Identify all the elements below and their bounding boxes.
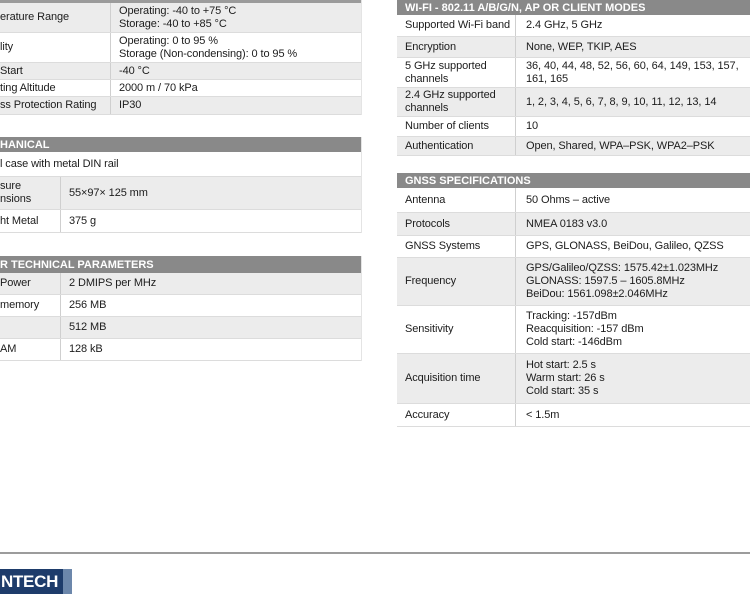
spec-value: -40 °C: [110, 63, 361, 79]
spec-row: Power 2 DMIPS per MHz: [0, 273, 361, 295]
spec-label: Power: [0, 277, 31, 289]
spec-row: Frequency GPS/Galileo/QZSS: 1575.42±1.02…: [397, 258, 750, 306]
spec-row: Sensitivity Tracking: -157dBm Reacquisit…: [397, 306, 750, 354]
spec-label: [0, 317, 60, 338]
spec-row: Start -40 °C: [0, 63, 361, 80]
cropped-header-strip: [0, 0, 361, 3]
spec-value: < 1.5m: [515, 404, 750, 426]
spec-label: 5 GHz supported channels: [405, 59, 487, 85]
spec-label: Number of clients: [405, 120, 489, 132]
spec-value: 36, 40, 44, 48, 52, 56, 60, 64, 149, 153…: [515, 58, 750, 87]
spec-value: Open, Shared, WPA–PSK, WPA2–PSK: [515, 137, 750, 155]
mechanical-spec-table: HANICAL l case with metal DIN rail sure …: [0, 137, 362, 233]
spec-row: Encryption None, WEP, TKIP, AES: [397, 37, 750, 58]
spec-row: ht Metal 375 g: [0, 210, 361, 233]
spec-value: 2000 m / 70 kPa: [110, 80, 361, 96]
section-header: HANICAL: [0, 137, 361, 152]
spec-label: ht Metal: [0, 214, 39, 227]
spec-row: AM 128 kB: [0, 339, 361, 361]
spec-row: ting Altitude 2000 m / 70 kPa: [0, 80, 361, 97]
spec-label: Antenna: [405, 193, 446, 206]
spec-value: 50 Ohms – active: [515, 188, 750, 212]
spec-label: Supported Wi-Fi band: [405, 19, 510, 31]
spec-value: Tracking: -157dBm Reacquisition: -157 dB…: [515, 306, 750, 353]
spec-row: 5 GHz supported channels 36, 40, 44, 48,…: [397, 58, 750, 88]
spec-row: memory 256 MB: [0, 295, 361, 317]
spec-label: 2.4 GHz supported channels: [405, 89, 496, 114]
spec-value: 10: [515, 117, 750, 136]
spec-value: l case with metal DIN rail: [0, 157, 119, 170]
environment-spec-table: erature Range Operating: -40 to +75 °C S…: [0, 0, 362, 115]
wifi-spec-table: WI-FI - 802.11 A/B/G/N, AP OR CLIENT MOD…: [397, 0, 750, 156]
spec-value: 256 MB: [60, 295, 361, 316]
spec-value: 375 g: [60, 210, 361, 232]
spec-value: Operating: 0 to 95 % Storage (Non-conden…: [110, 33, 361, 62]
spec-row: 2.4 GHz supported channels 1, 2, 3, 4, 5…: [397, 88, 750, 117]
spec-row: Number of clients 10: [397, 117, 750, 137]
section-header: WI-FI - 802.11 A/B/G/N, AP OR CLIENT MOD…: [397, 0, 750, 15]
spec-label: memory: [0, 299, 40, 311]
spec-value: Hot start: 2.5 s Warm start: 26 s Cold s…: [515, 354, 750, 403]
spec-row: Acquisition time Hot start: 2.5 s Warm s…: [397, 354, 750, 404]
spec-value: 1, 2, 3, 4, 5, 6, 7, 8, 9, 10, 11, 12, 1…: [515, 88, 750, 116]
spec-row: GNSS Systems GPS, GLONASS, BeiDou, Galil…: [397, 236, 750, 258]
spec-value: 55×97× 125 mm: [60, 177, 361, 209]
gnss-spec-table: GNSS SPECIFICATIONS Antenna 50 Ohms – ac…: [397, 173, 750, 427]
spec-value: None, WEP, TKIP, AES: [515, 37, 750, 57]
spec-row: Supported Wi-Fi band 2.4 GHz, 5 GHz: [397, 15, 750, 37]
spec-label: Accuracy: [405, 408, 450, 421]
spec-row: Authentication Open, Shared, WPA–PSK, WP…: [397, 137, 750, 156]
spec-row: Accuracy < 1.5m: [397, 404, 750, 427]
spec-label: ting Altitude: [0, 81, 56, 94]
spec-value: Operating: -40 to +75 °C Storage: -40 to…: [110, 3, 361, 32]
section-header: R TECHNICAL PARAMETERS: [0, 256, 361, 273]
logo-accent-stripe: [63, 569, 72, 594]
spec-row: 512 MB: [0, 317, 361, 339]
spec-row: l case with metal DIN rail: [0, 152, 361, 177]
spec-row: Antenna 50 Ohms – active: [397, 188, 750, 213]
brand-logo-text: NTECH: [1, 571, 59, 591]
spec-label: Authentication: [405, 139, 474, 152]
spec-label: GNSS Systems: [405, 240, 481, 252]
spec-label: Sensitivity: [405, 323, 454, 335]
spec-value: GPS/Galileo/QZSS: 1575.42±1.023MHz GLONA…: [515, 258, 750, 305]
spec-value: 2.4 GHz, 5 GHz: [515, 15, 750, 36]
spec-value: GPS, GLONASS, BeiDou, Galileo, QZSS: [515, 236, 750, 257]
spec-label: ss Protection Rating: [0, 99, 97, 111]
spec-value: 512 MB: [60, 317, 361, 338]
spec-value: NMEA 0183 v3.0: [515, 213, 750, 235]
spec-label: Protocols: [405, 217, 450, 230]
advantech-logo: NTECH: [0, 569, 72, 594]
spec-row: lity Operating: 0 to 95 % Storage (Non-c…: [0, 33, 361, 63]
spec-label: erature Range: [0, 11, 70, 23]
spec-value: IP30: [110, 97, 361, 114]
spec-label: Frequency: [405, 275, 457, 287]
spec-row: Protocols NMEA 0183 v3.0: [397, 213, 750, 236]
spec-label: AM: [0, 343, 17, 355]
spec-value: 2 DMIPS per MHz: [60, 273, 361, 294]
spec-label: Start: [0, 64, 23, 77]
right-column: WI-FI - 802.11 A/B/G/N, AP OR CLIENT MOD…: [397, 0, 750, 427]
spec-label: sure nsions: [0, 180, 32, 205]
spec-label: Acquisition time: [405, 372, 481, 384]
spec-row: sure nsions 55×97× 125 mm: [0, 177, 361, 210]
spec-row: ss Protection Rating IP30: [0, 97, 361, 115]
spec-label: Encryption: [405, 40, 456, 53]
section-header: GNSS SPECIFICATIONS: [397, 173, 750, 188]
spec-value: 128 kB: [60, 339, 361, 360]
spec-label: lity: [0, 41, 14, 53]
spec-row: erature Range Operating: -40 to +75 °C S…: [0, 3, 361, 33]
footer-divider: [0, 552, 750, 554]
other-parameters-table: R TECHNICAL PARAMETERS Power 2 DMIPS per…: [0, 256, 362, 361]
left-column: erature Range Operating: -40 to +75 °C S…: [0, 0, 362, 361]
